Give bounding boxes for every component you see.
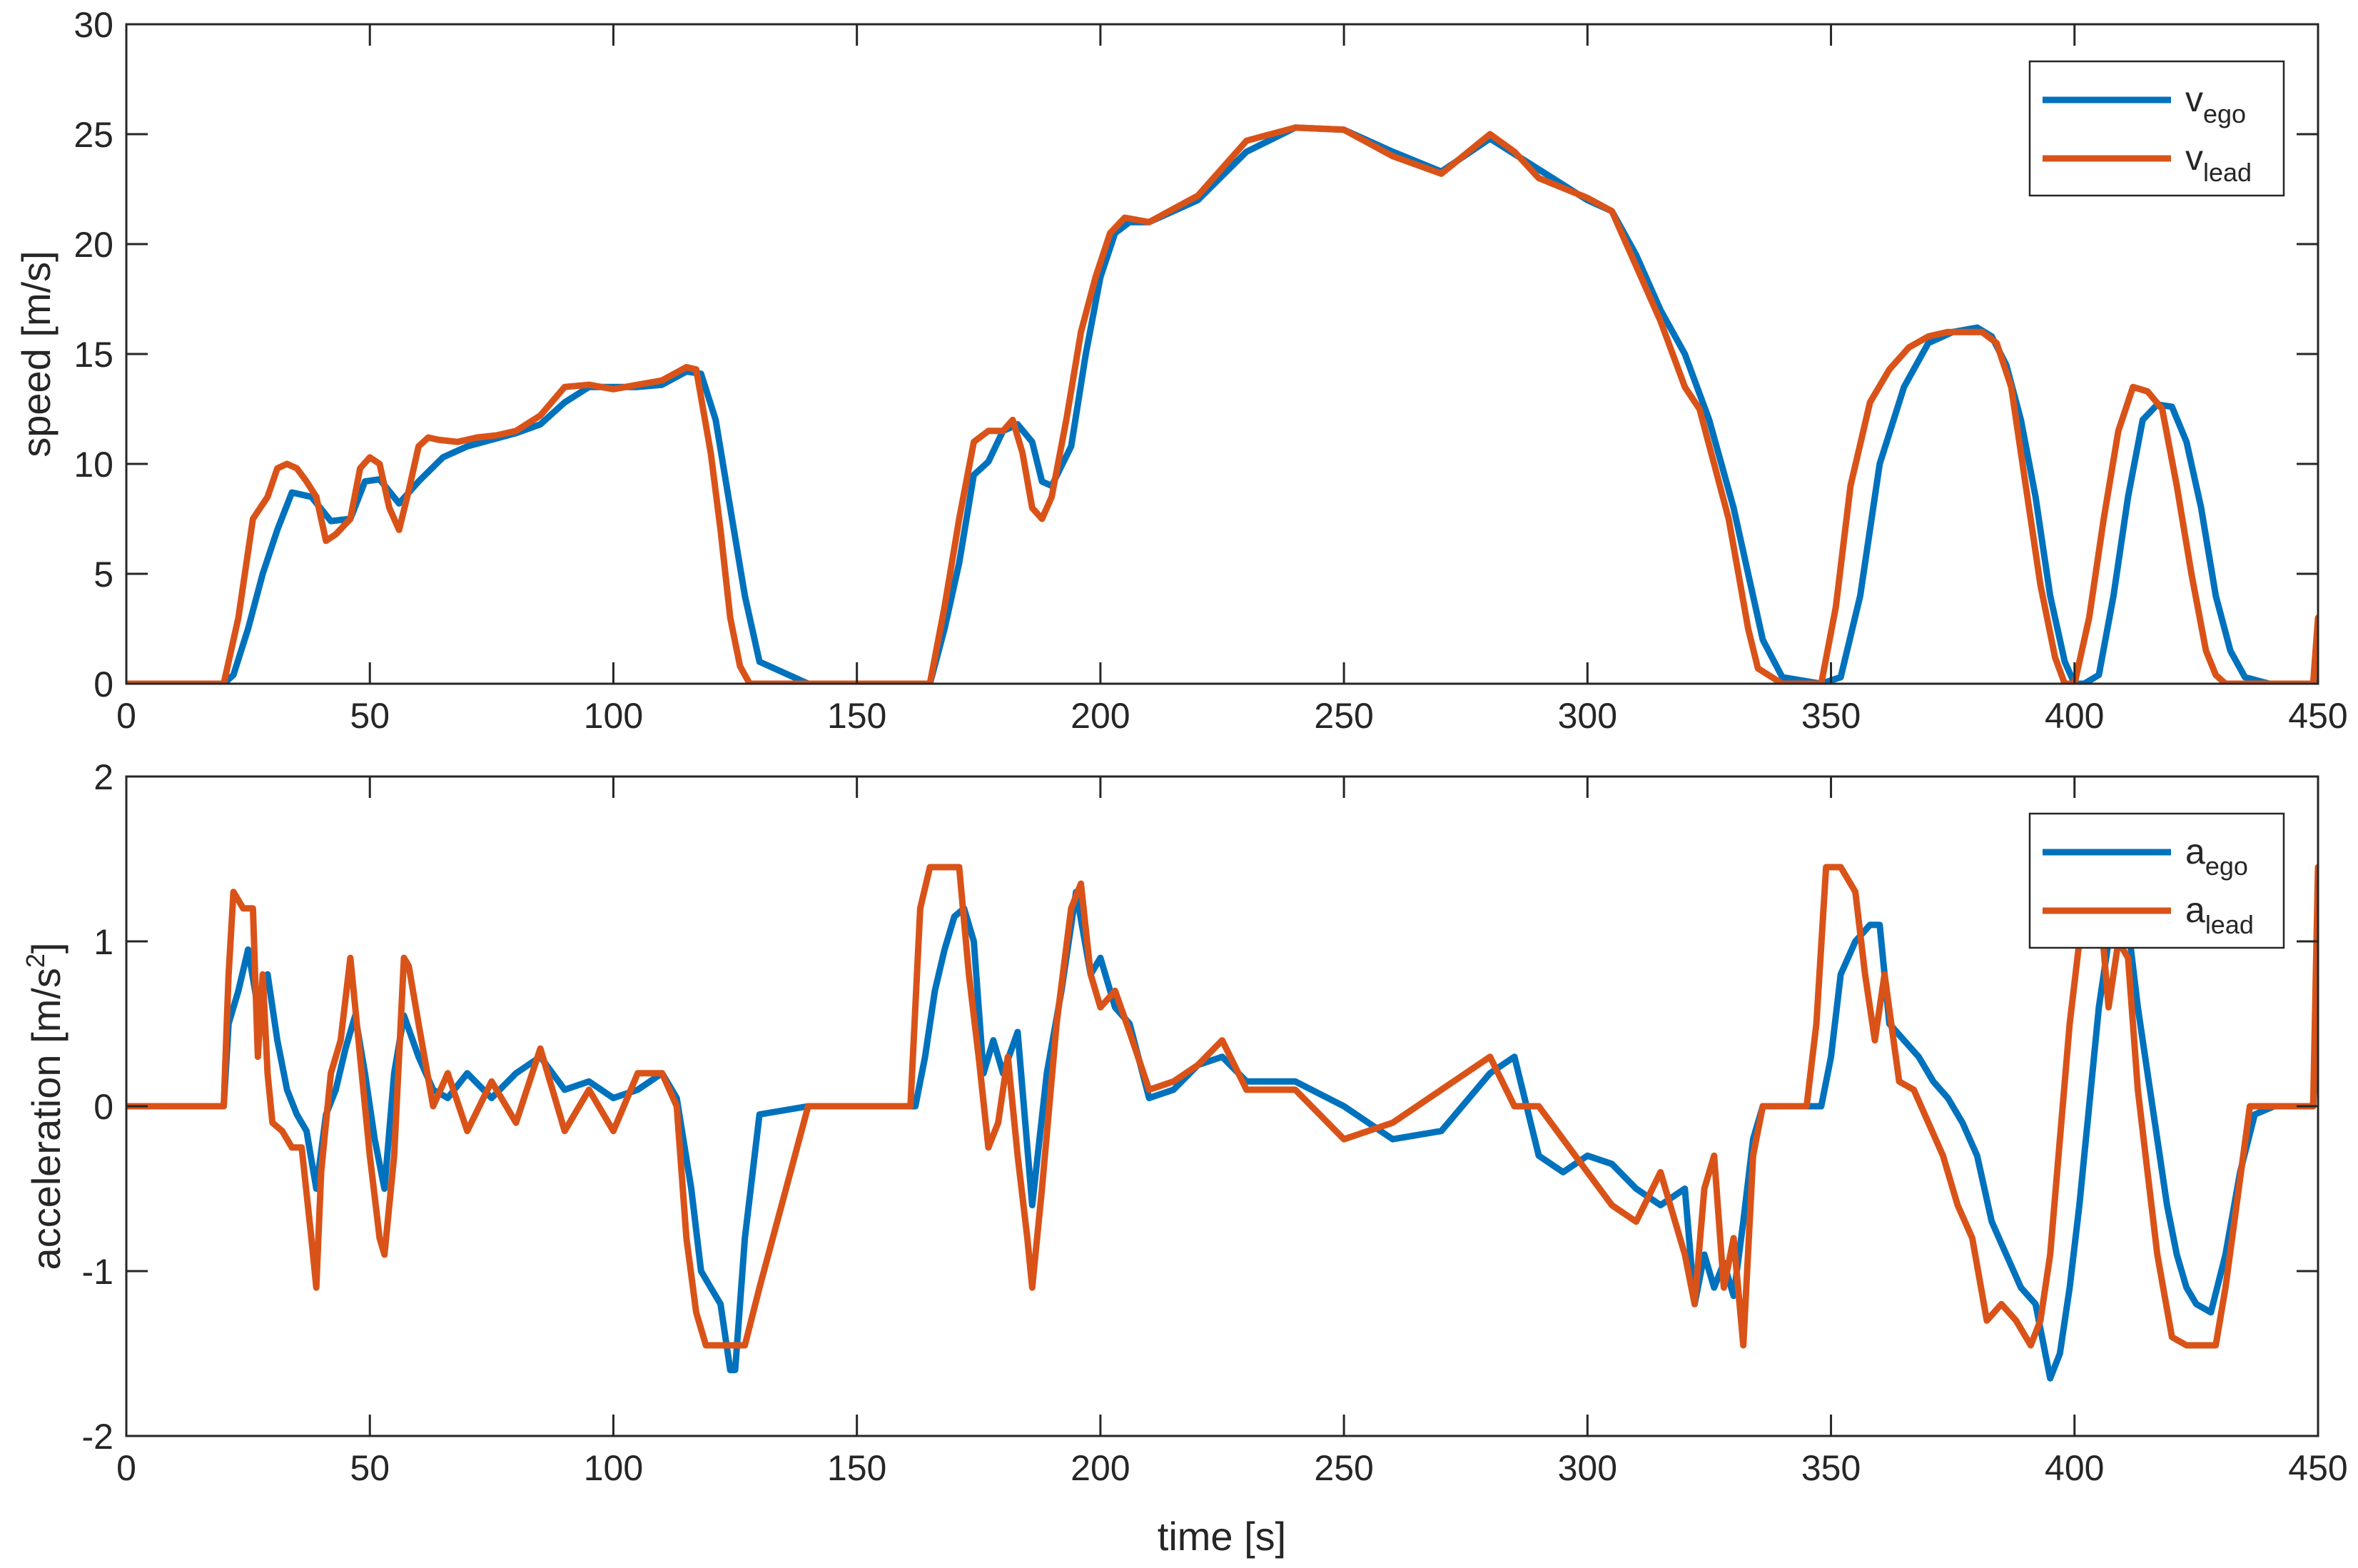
acceleration-series-a-lead	[126, 864, 2318, 1349]
legend-label-v-ego: vego	[2185, 79, 2246, 128]
speed-x-tick-label: 400	[2045, 696, 2104, 736]
x-axis-label: time [s]	[1158, 1514, 1286, 1559]
legend-label-v-lead: vlead	[2185, 138, 2252, 187]
acceleration-y-tick-label: 0	[93, 1087, 113, 1127]
acceleration-x-tick-label: 450	[2288, 1448, 2347, 1488]
speed-x-tick-label: 150	[827, 696, 886, 736]
speed-x-ticks: 0 50 100 150 200 250 300 350 400 450	[116, 24, 2348, 736]
acceleration-legend: aego alead	[2028, 812, 2285, 949]
acceleration-plot-area	[126, 777, 2318, 1436]
speed-legend: vego vlead	[2028, 60, 2285, 197]
speed-x-tick-label: 0	[116, 696, 136, 736]
speed-x-tick-label: 200	[1071, 696, 1130, 736]
acceleration-y-tick-label: 1	[93, 922, 113, 962]
acceleration-y-tick-label: -2	[82, 1417, 113, 1457]
acceleration-x-tick-label: 250	[1314, 1448, 1373, 1488]
speed-plot-area	[126, 24, 2318, 684]
speed-y-tick-label: 10	[74, 445, 113, 485]
legend-label-a-ego: aego	[2185, 831, 2248, 881]
legend-label-a-lead: alead	[2185, 890, 2254, 939]
acceleration-legend-box	[2028, 812, 2285, 949]
acceleration-y-tick-label: -1	[82, 1252, 113, 1292]
speed-y-ticks: 0 5 10 15 20 25 30	[74, 5, 2318, 704]
acceleration-y-tick-label: 2	[93, 757, 113, 797]
acceleration-x-tick-label: 200	[1071, 1448, 1130, 1488]
acceleration-x-tick-label: 300	[1558, 1448, 1617, 1488]
acceleration-chart: 0 50 100 150 200 250 300 350 400 450 -2 -1 0 1 2 acce…	[21, 757, 2348, 1559]
speed-chart: 0 50 100 150 200 250 300 350 400 450 0 5 10 15 20 25 30…	[14, 5, 2348, 736]
speed-series-layer	[126, 124, 2318, 684]
speed-x-tick-label: 300	[1558, 696, 1617, 736]
speed-y-axis-label: speed [m/s]	[14, 251, 59, 457]
acceleration-x-tick-label: 350	[1801, 1448, 1861, 1488]
acceleration-series-layer	[126, 864, 2318, 1382]
acceleration-x-tick-label: 0	[116, 1448, 136, 1488]
speed-y-tick-label: 0	[93, 664, 113, 704]
acceleration-x-tick-label: 150	[827, 1448, 886, 1488]
speed-x-tick-label: 250	[1314, 696, 1373, 736]
acceleration-x-tick-label: 100	[584, 1448, 643, 1488]
speed-y-tick-label: 25	[74, 115, 113, 155]
speed-legend-box	[2028, 60, 2285, 197]
speed-x-tick-label: 100	[584, 696, 643, 736]
speed-x-tick-label: 350	[1801, 696, 1861, 736]
acceleration-y-axis-label: acceleration [m/s2]	[21, 943, 69, 1270]
speed-y-tick-label: 15	[74, 335, 113, 375]
speed-series-v-lead	[126, 124, 2318, 684]
speed-x-tick-label: 50	[350, 696, 390, 736]
acceleration-y-ticks: -2 -1 0 1 2	[82, 757, 2318, 1457]
speed-x-tick-label: 450	[2288, 696, 2347, 736]
speed-y-tick-label: 5	[93, 555, 113, 595]
acceleration-x-ticks: 0 50 100 150 200 250 300 350 400 450	[116, 777, 2348, 1488]
speed-y-tick-label: 30	[74, 5, 113, 45]
acceleration-x-tick-label: 400	[2045, 1448, 2104, 1488]
acceleration-x-tick-label: 50	[350, 1448, 390, 1488]
speed-y-tick-label: 20	[74, 225, 113, 265]
